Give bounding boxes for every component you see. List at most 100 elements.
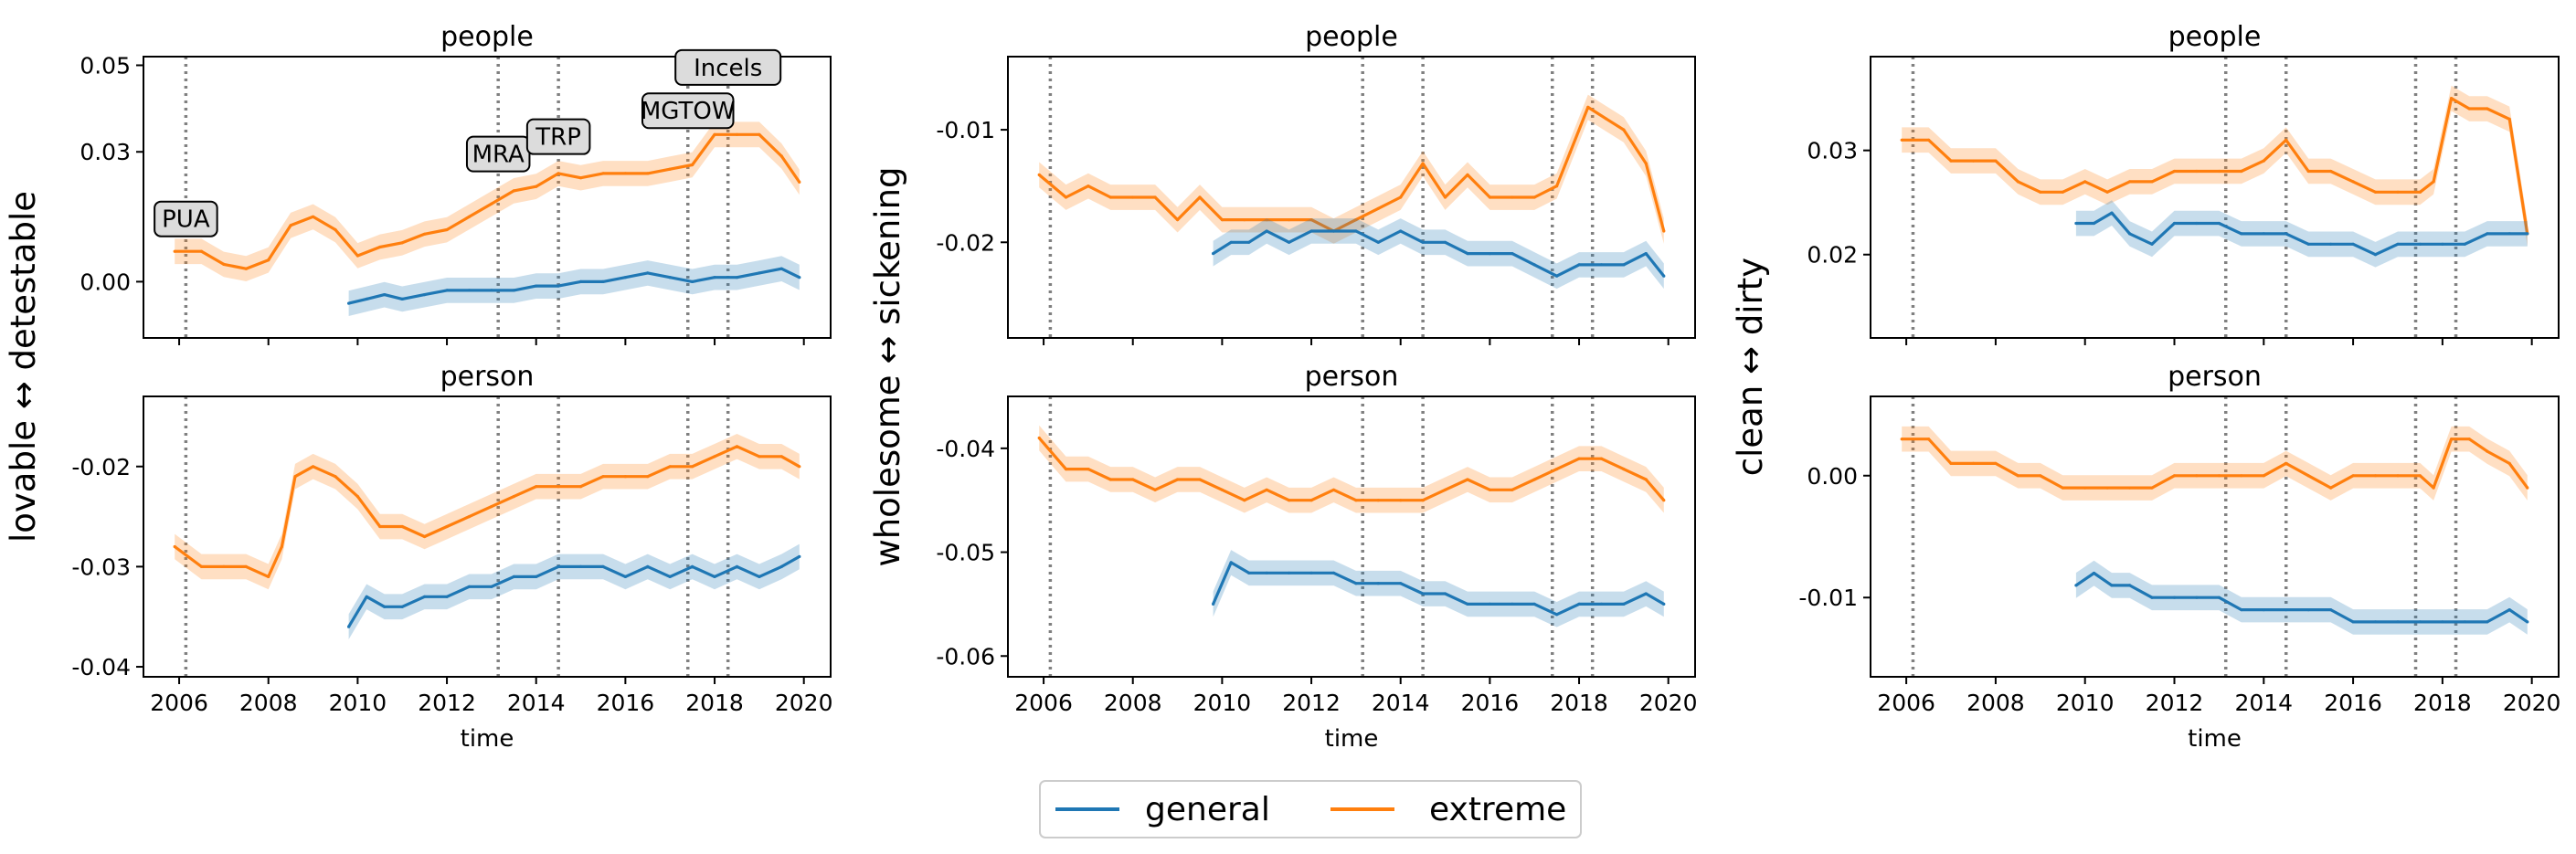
data-point-general [735, 564, 739, 569]
data-point-general [2110, 211, 2114, 215]
data-point-extreme [1488, 195, 1491, 199]
data-point-general [400, 297, 404, 300]
data-point-general [601, 279, 605, 283]
data-point-general [383, 293, 387, 297]
data-point-extreme [2195, 474, 2199, 478]
data-point-general [2351, 620, 2355, 624]
data-point-extreme [423, 534, 427, 539]
data-point-extreme [623, 172, 628, 175]
data-point-general [1309, 571, 1313, 575]
data-point-extreme [2351, 474, 2355, 478]
data-point-extreme [467, 515, 472, 519]
data-point-extreme [1466, 173, 1469, 176]
data-point-general [2373, 253, 2378, 257]
data-point-extreme [312, 465, 315, 469]
panel-person-2-1: -0.01 0.00 2006 2008 2010 2012 2014 2016 2018 202… [1798, 361, 2560, 753]
data-point-extreme [691, 465, 694, 469]
data-point-extreme [490, 505, 493, 509]
data-point-general [2240, 232, 2243, 236]
data-point-extreme [2016, 474, 2019, 478]
data-point-extreme [1087, 185, 1090, 188]
data-point-extreme [2306, 474, 2310, 478]
data-point-general [1644, 592, 1648, 596]
data-point-general [713, 276, 716, 279]
data-point-extreme [1288, 218, 1291, 222]
data-point-extreme [578, 485, 583, 489]
data-point-general [2396, 242, 2400, 246]
data-point-extreme [1949, 159, 1953, 163]
data-point-general [2306, 242, 2310, 246]
data-point-general [423, 595, 427, 598]
data-point-extreme [578, 176, 583, 180]
annotation-label: PUA [162, 206, 210, 234]
data-point-general [2373, 620, 2378, 624]
data-point-extreme [2262, 159, 2265, 163]
data-point-extreme [1662, 499, 1666, 502]
panel-people-0-0: 0.00 0.03 0.05 people PUA MRA TRP MGTOW Incels [80, 21, 832, 345]
data-point-extreme [1900, 438, 1903, 441]
data-point-general [735, 276, 739, 279]
y-tick-label: 0.03 [1807, 138, 1858, 164]
data-point-extreme [1577, 457, 1581, 460]
data-point-extreme [2105, 190, 2109, 194]
data-point-general [1443, 592, 1447, 596]
data-point-extreme [2351, 180, 2355, 184]
data-point-extreme [779, 455, 783, 459]
annotation-label: TRP [535, 124, 581, 152]
data-point-general [2351, 242, 2355, 246]
confidence-band-extreme [175, 434, 800, 590]
data-point-general [1622, 263, 1626, 267]
data-point-extreme [2128, 486, 2132, 490]
data-point-general [578, 564, 583, 569]
data-point-general [2074, 584, 2078, 587]
data-point-extreme [1466, 478, 1469, 481]
data-point-general [2262, 608, 2265, 612]
data-point-extreme [2396, 474, 2400, 478]
data-point-extreme [280, 544, 283, 549]
data-point-general [423, 293, 427, 297]
confidence-band-general [1213, 218, 1664, 290]
data-point-extreme [1176, 478, 1180, 481]
legend-label-extreme: extreme [1429, 791, 1566, 828]
data-point-general [623, 276, 628, 279]
data-point-general [1577, 602, 1581, 606]
data-point-extreme [1376, 206, 1380, 210]
y-tick-label: -0.02 [936, 229, 995, 256]
x-tick-label: 2012 [2146, 690, 2204, 716]
x-axis-label: time [1325, 725, 1379, 753]
data-point-extreme [798, 180, 801, 184]
data-point-general [1265, 571, 1268, 575]
data-point-general [2217, 596, 2221, 599]
annotation-incels: Incels [674, 48, 782, 86]
panel-title: people [1305, 21, 1398, 53]
data-point-extreme [1243, 499, 1246, 502]
data-point-extreme [1900, 138, 1903, 142]
data-point-general [2284, 232, 2288, 236]
x-tick-label: 2006 [1877, 690, 1935, 716]
data-point-general [1247, 240, 1251, 244]
data-point-general [2507, 608, 2511, 612]
data-point-extreme [2217, 474, 2221, 478]
data-point-general [490, 289, 493, 292]
data-point-extreme [1443, 195, 1447, 199]
data-point-extreme [1949, 461, 1953, 465]
data-point-extreme [334, 475, 337, 479]
x-tick-label: 2008 [1966, 690, 2025, 716]
series-line-general [2075, 211, 2528, 257]
x-tick-label: 2012 [1282, 690, 1341, 716]
data-point-extreme [1108, 195, 1112, 199]
data-point-extreme [2507, 461, 2511, 465]
confidence-band-extreme [1902, 85, 2528, 247]
data-point-extreme [1354, 499, 1358, 502]
data-point-extreme [1198, 195, 1202, 199]
data-point-extreme [1599, 457, 1604, 460]
data-point-general [365, 595, 368, 598]
data-point-extreme [267, 258, 270, 262]
data-point-extreme [1131, 478, 1135, 481]
data-point-general [2284, 608, 2288, 612]
legend: general extreme [1039, 780, 1582, 838]
data-point-extreme [334, 227, 337, 232]
data-point-extreme [535, 485, 538, 489]
y-tick-label: 0.00 [1807, 463, 1858, 490]
